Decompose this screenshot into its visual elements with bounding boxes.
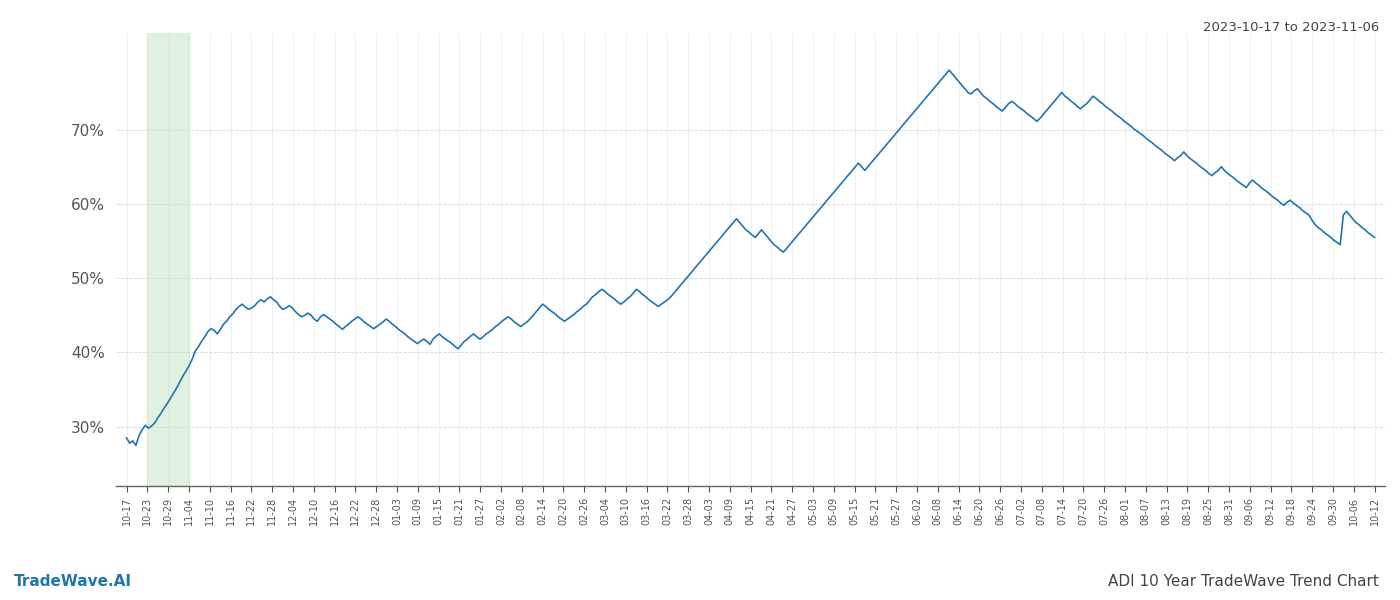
Text: TradeWave.AI: TradeWave.AI bbox=[14, 574, 132, 589]
Text: ADI 10 Year TradeWave Trend Chart: ADI 10 Year TradeWave Trend Chart bbox=[1109, 574, 1379, 589]
Bar bbox=[147, 33, 189, 486]
Text: 2023-10-17 to 2023-11-06: 2023-10-17 to 2023-11-06 bbox=[1203, 21, 1379, 34]
